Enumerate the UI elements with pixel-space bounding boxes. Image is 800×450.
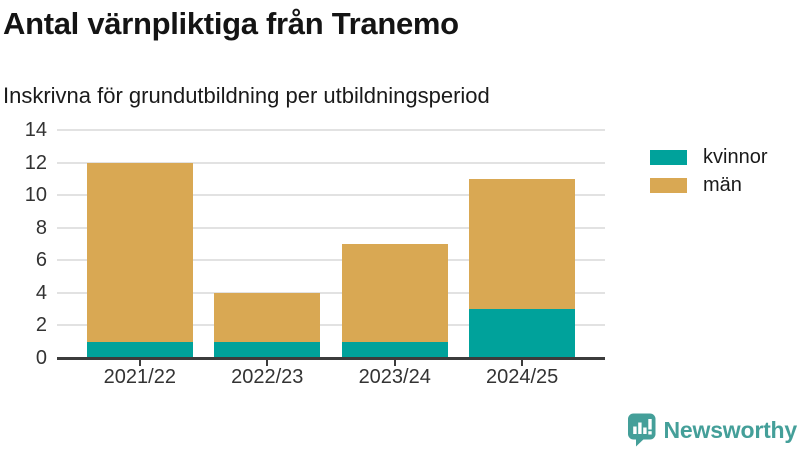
- newsworthy-brand-name: Newsworthy: [663, 416, 798, 443]
- gridline-y-10: [57, 194, 605, 197]
- y-axis-tick-label: 2: [35, 314, 47, 337]
- bar-segment-män-2021/22: [86, 162, 193, 342]
- x-axis-tick: [393, 359, 396, 366]
- legend-label-man: män: [703, 173, 742, 196]
- chart-subtitle: Inskrivna för grundutbildning per utbild…: [3, 83, 490, 108]
- bar-segment-kvinnor-2021/22: [86, 341, 193, 358]
- x-axis-line: [57, 357, 605, 360]
- gridline-y-14: [57, 129, 605, 131]
- y-axis-tick-label: 14: [24, 119, 47, 141]
- bar-segment-män-2023/24: [341, 244, 448, 342]
- legend-item-kvinnor: kvinnor: [650, 145, 768, 168]
- x-axis-tick-label: 2021/22: [103, 366, 176, 388]
- x-axis-tick: [138, 359, 141, 366]
- y-axis-tick-label: 12: [24, 151, 47, 174]
- chart-title: Antal värnpliktiga från Tranemo: [3, 6, 459, 41]
- gridline-y-2: [57, 324, 605, 327]
- x-axis-tick: [521, 359, 524, 366]
- y-axis-tick-label: 8: [35, 216, 47, 239]
- y-axis-tick-label: 0: [35, 347, 47, 369]
- legend-label-kvinnor: kvinnor: [703, 145, 768, 168]
- legend-item-man: män: [650, 173, 767, 196]
- x-axis-tick-label: 2024/25: [486, 366, 559, 388]
- legend-swatch-kvinnor: [650, 149, 687, 165]
- bar-segment-kvinnor-2024/25: [469, 309, 576, 358]
- bar-segment-män-2024/25: [469, 178, 576, 310]
- y-axis-tick-label: 4: [35, 281, 47, 304]
- plot-area: [57, 129, 605, 360]
- x-axis-tick-label: 2022/23: [231, 366, 304, 388]
- bar-segment-män-2022/23: [214, 292, 321, 342]
- legend-swatch-man: [650, 177, 687, 193]
- gridline-y-6: [57, 259, 605, 262]
- gridline-y-4: [57, 291, 605, 294]
- bar-segment-kvinnor-2023/24: [341, 341, 448, 358]
- x-axis-tick: [266, 359, 269, 366]
- newsworthy-branding: Newsworthy: [627, 413, 797, 447]
- newsworthy-logo-icon: [627, 413, 656, 447]
- y-axis-tick-label: 6: [35, 249, 47, 272]
- y-axis-tick-label: 10: [24, 184, 47, 207]
- x-axis-tick-label: 2023/24: [358, 366, 431, 388]
- bar-segment-kvinnor-2022/23: [214, 341, 321, 358]
- legend: kvinnor män: [650, 145, 768, 203]
- gridline-y-12: [57, 161, 605, 164]
- gridline-y-8: [57, 226, 605, 229]
